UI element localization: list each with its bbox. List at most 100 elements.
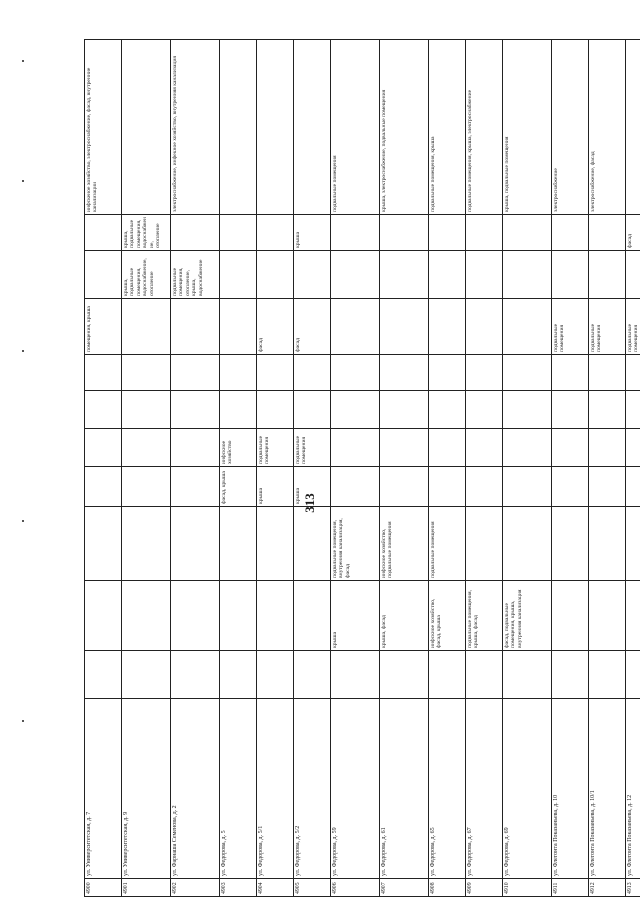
address-cell: ул. Федорова, д. 69 [502, 698, 552, 879]
table-body: 4900 ул. Университетская, д. 7 помещения, … [84, 39, 640, 897]
table-row: 4901 ул. Университетская, д. 9 крыша, подв… [121, 39, 171, 897]
work-type-cell [293, 390, 331, 429]
work-type-cell [121, 428, 171, 467]
work-type-cell [256, 214, 294, 251]
scan-mark [22, 60, 24, 62]
work-type-cell [465, 506, 503, 581]
work-type-cell: подвальные помещения [625, 298, 640, 355]
work-type-cell [84, 214, 122, 251]
work-type-cell [588, 250, 626, 299]
work-type-cell [465, 354, 503, 391]
work-type-cell [170, 506, 220, 581]
work-type-cell [625, 39, 640, 215]
work-type-cell [84, 354, 122, 391]
work-type-cell [84, 390, 122, 429]
work-type-cell [219, 506, 257, 581]
work-type-cell [219, 214, 257, 251]
work-type-cell: инфскное хозяйство, подвальные помещения [379, 506, 429, 581]
work-type-cell [379, 390, 429, 429]
work-type-cell [551, 650, 589, 699]
work-type-cell [170, 390, 220, 429]
address-cell: ул. Университетская, д. 9 [121, 698, 171, 879]
work-type-cell [330, 650, 380, 699]
table-row: 4911 ул. Флегонта Показаньева, д. 10 подва… [551, 39, 589, 897]
work-type-cell [219, 390, 257, 429]
work-type-cell [121, 354, 171, 391]
work-type-cell [379, 214, 429, 251]
work-type-cell [219, 354, 257, 391]
table-row: 4905 ул. Федорова, д. 5/2 крыша подвальные … [293, 39, 331, 897]
work-type-cell [428, 466, 466, 507]
address-cell: ул. Федорова, д. 5 [219, 698, 257, 879]
work-type-cell: помещения, крыша [84, 298, 122, 355]
work-type-cell: подвальные помещения, крыша, фасад [465, 580, 503, 651]
work-type-cell [293, 506, 331, 581]
work-type-cell [256, 390, 294, 429]
work-type-cell [551, 580, 589, 651]
table-row: 4910 ул. Федорова, д. 69 фасад, подвальные… [502, 39, 552, 897]
work-type-cell: фасад [293, 298, 331, 355]
work-type-cell [588, 466, 626, 507]
row-number-cell: 4909 [465, 878, 503, 897]
work-type-cell [84, 250, 122, 299]
work-type-cell [502, 390, 552, 429]
work-type-cell [219, 298, 257, 355]
work-type-cell [379, 428, 429, 467]
work-type-cell [170, 580, 220, 651]
work-type-cell [256, 354, 294, 391]
work-type-cell [330, 428, 380, 467]
work-type-cell [625, 390, 640, 429]
work-type-cell [170, 354, 220, 391]
work-type-cell: инфскеное хозяйство, электроснабжение, ф… [84, 39, 122, 215]
row-number-cell: 4901 [121, 878, 171, 897]
work-type-cell [121, 506, 171, 581]
work-type-cell: электроснабжение, инфекное хозяйство, вн… [170, 39, 220, 215]
work-type-cell: подвальные помещения [588, 298, 626, 355]
work-type-cell [170, 466, 220, 507]
address-cell: ул. Федорова, д. 67 [465, 698, 503, 879]
work-type-cell [465, 390, 503, 429]
work-type-cell [502, 214, 552, 251]
work-type-cell [170, 650, 220, 699]
address-cell: ул. Федорова, д. 65 [428, 698, 466, 879]
work-type-cell [625, 250, 640, 299]
table-row: 4904 ул. Федорова, д. 5/1 крыша подвальные … [256, 39, 294, 897]
work-type-cell [170, 428, 220, 467]
work-type-cell [551, 428, 589, 467]
scan-mark [22, 350, 24, 352]
work-type-cell [465, 650, 503, 699]
work-type-cell [84, 506, 122, 581]
row-number-cell: 4904 [256, 878, 294, 897]
work-type-cell [502, 428, 552, 467]
work-type-cell: фасад [256, 298, 294, 355]
work-type-cell: крыша [293, 214, 331, 251]
work-type-cell: инфскное хозяйство [219, 428, 257, 467]
work-type-cell [219, 250, 257, 299]
work-type-cell [379, 354, 429, 391]
work-type-cell [330, 298, 380, 355]
work-type-cell [84, 466, 122, 507]
work-type-cell: подвальные помещения [551, 298, 589, 355]
work-type-cell [465, 466, 503, 507]
address-cell: ул. Флегонта Показаньева, д. 12 [625, 698, 640, 879]
row-number-cell: 4913 [625, 878, 640, 897]
work-type-cell [588, 650, 626, 699]
address-cell: ул. Федорова, д. 5/2 [293, 698, 331, 879]
work-type-cell [84, 428, 122, 467]
work-type-cell [256, 650, 294, 699]
work-type-cell [330, 390, 380, 429]
work-type-cell [465, 214, 503, 251]
work-type-cell [428, 390, 466, 429]
address-cell: ул. Университетская, д. 7 [84, 698, 122, 879]
work-type-cell [379, 298, 429, 355]
work-type-cell [170, 298, 220, 355]
work-type-cell: фасад, крыша [219, 466, 257, 507]
address-cell: ул. Флегонта Показаньева, д. 10/1 [588, 698, 626, 879]
row-number-cell: 4910 [502, 878, 552, 897]
work-type-cell [551, 466, 589, 507]
table-row: 4906 ул. Федорова, д. 59 крыша подвальные п… [330, 39, 380, 897]
work-type-cell [84, 580, 122, 651]
work-type-cell [428, 354, 466, 391]
row-number-cell: 4912 [588, 878, 626, 897]
work-type-cell [256, 39, 294, 215]
